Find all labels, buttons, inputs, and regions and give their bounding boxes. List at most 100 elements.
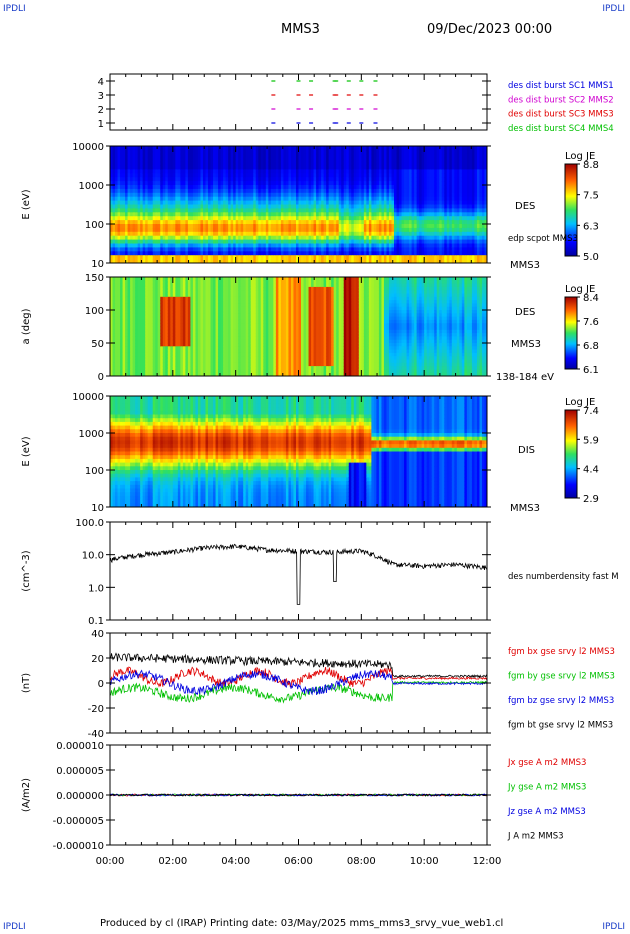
heatmap-cell — [125, 349, 129, 354]
heatmap-cell — [150, 208, 154, 213]
heatmap-cell — [132, 224, 136, 229]
heatmap-cell — [419, 188, 423, 194]
heatmap-cell — [336, 146, 340, 151]
heatmap-cell — [434, 196, 438, 202]
heatmap-cell — [301, 212, 305, 217]
heatmap-cell — [366, 216, 370, 221]
heatmap-cell — [197, 181, 202, 186]
heatmap-cell — [140, 212, 144, 217]
heatmap-cell — [308, 204, 312, 209]
heatmap-cell — [135, 224, 139, 229]
heatmap-cell — [170, 157, 174, 163]
heatmap-cell — [130, 212, 134, 217]
heatmap-cell — [358, 165, 362, 170]
heatmap-cell — [127, 343, 131, 347]
heatmap-cell — [112, 157, 116, 163]
heatmap-cell — [313, 255, 317, 260]
heatmap-cell — [461, 181, 465, 186]
heatmap-cell — [461, 173, 465, 178]
heatmap-cell — [238, 181, 242, 186]
heatmap-cell — [230, 235, 234, 241]
heatmap-cell — [351, 251, 355, 256]
heatmap-cell — [318, 216, 322, 221]
heatmap-cell — [130, 326, 134, 331]
heatmap-cell — [205, 251, 209, 256]
heatmap-cell — [208, 235, 212, 241]
heatmap-cell — [406, 169, 410, 174]
heatmap-cell — [401, 255, 405, 260]
heatmap-cell — [469, 251, 473, 256]
heatmap-cell — [323, 255, 327, 260]
heatmap-cell — [303, 200, 307, 206]
heatmap-cell — [290, 247, 295, 252]
heatmap-cell — [484, 220, 487, 225]
heatmap-cell — [115, 329, 119, 334]
heatmap-cell — [268, 247, 272, 252]
heatmap-cell — [404, 247, 408, 252]
heatmap-cell — [288, 200, 292, 206]
heatmap-cell — [215, 247, 219, 252]
heatmap-cell — [180, 243, 184, 248]
heatmap-cell — [197, 192, 202, 198]
heatmap-cell — [127, 313, 131, 318]
heatmap-cell — [142, 303, 146, 308]
heatmap-cell — [248, 224, 252, 229]
heatmap-cell — [311, 161, 315, 167]
heatmap-cell — [145, 185, 149, 190]
heatmap-cell — [145, 212, 149, 217]
heatmap-cell — [248, 220, 252, 225]
heatmap-cell — [195, 181, 199, 186]
heatmap-cell — [346, 149, 350, 155]
heatmap-cell — [223, 165, 227, 170]
heatmap-cell — [110, 369, 114, 374]
heatmap-cell — [441, 216, 445, 221]
heatmap-cell — [160, 251, 164, 256]
heatmap-cell — [298, 181, 302, 186]
heatmap-cell — [127, 356, 131, 361]
heatmap-cell — [110, 352, 114, 357]
heatmap-cell — [243, 227, 247, 233]
heatmap-cell — [185, 212, 189, 217]
heatmap-cell — [348, 169, 352, 174]
heatmap-cell — [270, 235, 274, 241]
heatmap-cell — [386, 235, 390, 241]
heatmap-cell — [331, 231, 335, 237]
heatmap-cell — [303, 192, 307, 198]
heatmap-cell — [361, 200, 365, 206]
heatmap-cell — [469, 243, 473, 248]
heatmap-cell — [388, 157, 393, 163]
heatmap-cell — [205, 165, 209, 170]
heatmap-cell — [308, 220, 312, 225]
heatmap-cell — [140, 316, 144, 321]
heatmap-cell — [474, 146, 478, 151]
heatmap-cell — [185, 231, 189, 237]
heatmap-cell — [348, 161, 352, 167]
heatmap-cell — [147, 326, 151, 331]
heatmap-cell — [346, 157, 350, 163]
heatmap-cell — [258, 200, 262, 206]
heatmap-cell — [273, 165, 277, 170]
heatmap-cell — [190, 192, 194, 198]
heatmap-cell — [185, 200, 189, 206]
heatmap-cell — [479, 259, 483, 263]
heatmap-cell — [280, 169, 285, 174]
heatmap-cell — [464, 153, 468, 159]
heatmap-cell — [185, 188, 189, 194]
heatmap-cell — [270, 231, 274, 237]
heatmap-cell — [419, 146, 423, 151]
heatmap-cell — [313, 177, 317, 182]
heatmap-cell — [318, 220, 322, 225]
heatmap-cell — [202, 196, 207, 202]
heatmap-cell — [439, 231, 443, 237]
heatmap-cell — [112, 259, 116, 263]
heatmap-cell — [454, 196, 458, 202]
heatmap-cell — [388, 165, 393, 170]
heatmap-cell — [456, 216, 460, 221]
heatmap-cell — [446, 188, 450, 194]
heatmap-cell — [260, 149, 264, 155]
heatmap-cell — [130, 359, 134, 364]
heatmap-cell — [192, 146, 197, 151]
heatmap-cell — [464, 227, 468, 233]
heatmap-cell — [396, 146, 400, 151]
heatmap-cell — [303, 161, 307, 167]
